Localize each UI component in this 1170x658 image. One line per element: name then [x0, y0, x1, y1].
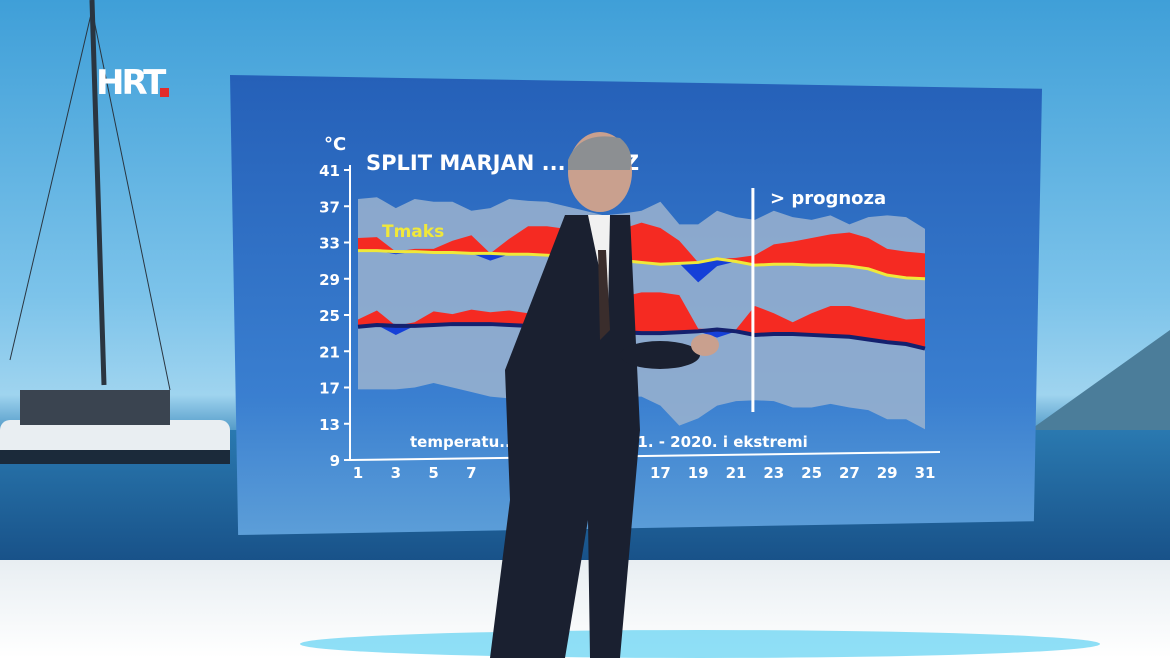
tmax-above-average-area: [358, 222, 925, 279]
floor-light: [300, 630, 1100, 658]
x-tick-label: 27: [839, 464, 860, 482]
x-tick-label: 7: [466, 464, 476, 482]
y-tick-label: 9: [330, 452, 340, 470]
y-tick-label: 29: [319, 271, 340, 289]
y-tick-label: 17: [319, 380, 340, 398]
y-tick-label: 33: [319, 235, 340, 253]
hrt-logo-text: HRT: [96, 63, 167, 102]
y-tick-label: 41: [319, 162, 340, 180]
y-tick-label: 25: [319, 307, 340, 325]
y-tick-label: 13: [319, 416, 340, 434]
tmax-average-line: [358, 249, 926, 281]
x-tick-label: 25: [801, 464, 822, 482]
x-tick-label: 29: [877, 464, 898, 482]
tmin-above-average-area: [358, 292, 925, 349]
x-tick-label: 23: [763, 464, 784, 482]
x-tick-label: 19: [688, 464, 709, 482]
tmaks-label: Tmaks: [382, 222, 444, 242]
sailboat-image: [0, 390, 230, 464]
x-axis: [349, 451, 941, 461]
x-tick-label: 5: [428, 464, 438, 482]
x-tick-label: 17: [650, 464, 671, 482]
x-tick-label: 3: [391, 464, 401, 482]
tmin-average-line: [357, 322, 926, 351]
presenter: [490, 132, 719, 658]
sailboat-mast: [9, 0, 171, 391]
y-axis-unit: °C: [324, 134, 346, 155]
x-tick-label: 31: [915, 464, 936, 482]
hrt-logo: HRT: [96, 63, 170, 102]
y-tick-label: 37: [319, 198, 340, 216]
forecast-label: > prognoza: [770, 188, 886, 209]
x-tick-label: 21: [726, 464, 747, 482]
y-tick-label: 21: [319, 343, 340, 361]
x-tick-label: 1: [353, 464, 363, 482]
